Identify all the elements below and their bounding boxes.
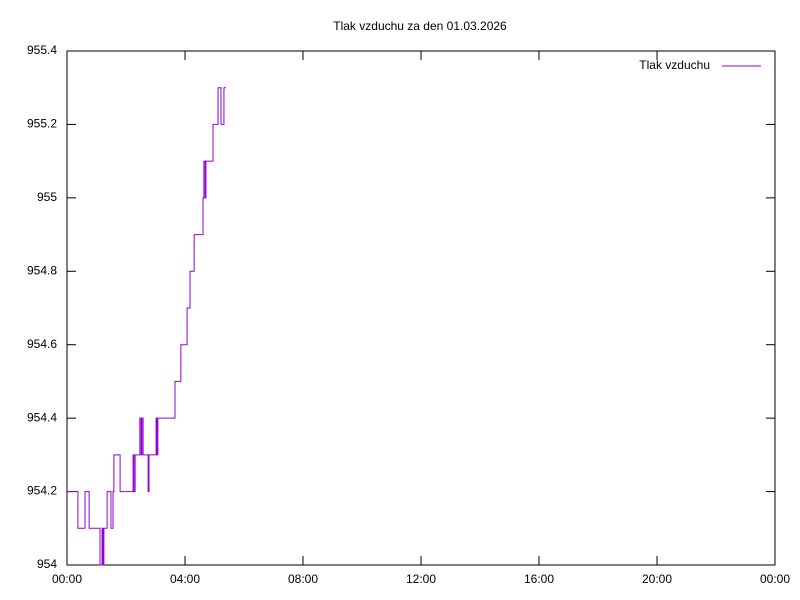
y-tick-label: 954.8	[27, 263, 57, 277]
x-tick-label: 16:00	[524, 572, 554, 586]
chart-title: Tlak vzduchu za den 01.03.2026	[333, 19, 507, 33]
x-tick-label: 00:00	[760, 572, 790, 586]
y-tick-label: 954.6	[27, 337, 57, 351]
y-tick-label: 955	[37, 190, 57, 204]
y-tick-label: 954.2	[27, 484, 57, 498]
x-tick-label: 08:00	[288, 572, 318, 586]
x-tick-label: 04:00	[170, 572, 200, 586]
x-tick-label: 00:00	[52, 572, 82, 586]
y-tick-label: 955.4	[27, 43, 57, 57]
y-tick-label: 954.4	[27, 410, 57, 424]
x-tick-label: 20:00	[642, 572, 672, 586]
data-line	[67, 87, 227, 566]
y-tick-label: 954	[37, 557, 57, 571]
x-tick-label: 12:00	[406, 572, 436, 586]
legend-label: Tlak vzduchu	[639, 58, 710, 72]
y-tick-label: 955.2	[27, 117, 57, 131]
